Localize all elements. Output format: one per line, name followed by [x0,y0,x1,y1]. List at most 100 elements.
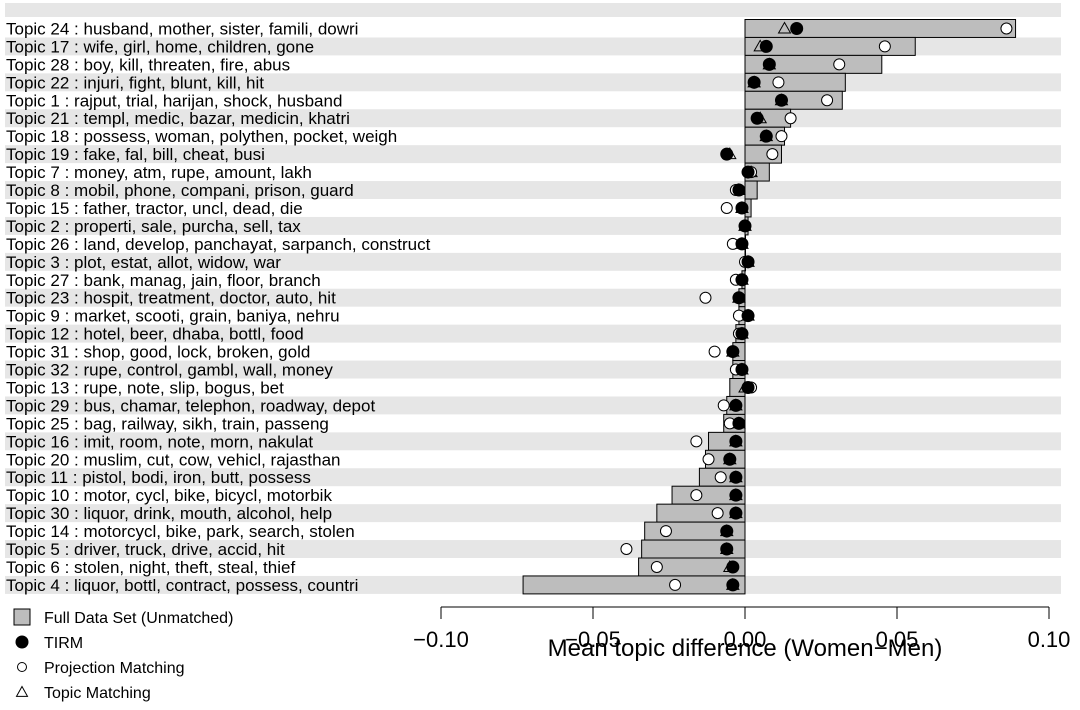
topic-label: Topic 14 : motorcycl, bike, park, search… [6,522,355,541]
tirm-marker [720,542,734,556]
legend-swatch-projection [17,662,27,672]
projection-matching-marker [772,76,785,89]
tirm-marker [762,57,776,71]
topic-label: Topic 4 : liquor, bottl, contract, posse… [6,576,358,595]
topic-label: Topic 19 : fake, fal, bill, cheat, busi [6,145,265,164]
topic-label: Topic 12 : hotel, beer, dhaba, bottl, fo… [6,325,304,344]
row-stripe [5,145,1061,164]
topic-matching-marker [777,21,792,34]
full-data-bars [522,19,1017,595]
tirm-marker [759,129,773,143]
row-stripe [5,3,1061,17]
x-axis-title: Mean topic difference (Women−Men) [548,635,943,662]
topic-label: Topic 22 : injuri, fight, blunt, kill, h… [6,73,264,92]
topic-label: Topic 2 : properti, sale, purcha, sell, … [6,217,301,236]
topic-label: Topic 25 : bag, railway, sikh, train, pa… [6,414,329,433]
tirm-marker [726,578,740,592]
projection-matching-marker [650,560,663,573]
topic-labels: Topic 24 : husband, mother, sister, fami… [6,19,431,594]
topic-label: Topic 20 : muslim, cut, cow, vehicl, raj… [6,450,340,469]
tirm-marker [735,363,749,377]
x-tick-label: 0.05 [876,627,919,652]
tirm-marker [738,219,752,233]
topic-label: Topic 17 : wife, girl, home, children, g… [6,37,314,56]
projection-matching-marker [711,507,724,520]
x-axis: −0.10 −0.05 0.00 0.05 0.10 [413,606,1070,652]
projection-matching-marker [669,578,682,591]
tirm-marker [735,237,749,251]
projection-matching-marker [821,94,834,107]
tirm-marker [720,524,734,538]
topic-label: Topic 32 : rupe, control, gambl, wall, m… [6,361,333,380]
projection-matching-marker [775,130,788,143]
tirm-marker [741,380,755,394]
legend-swatch-topic [15,685,29,697]
tirm-marker [732,183,746,197]
tirm-marker [729,488,743,502]
legend-swatch-full [13,608,31,626]
legend-label: Full Data Set (Unmatched) [44,610,233,627]
tirm-marker [729,470,743,484]
legend-label: Projection Matching [44,660,185,677]
tirm-marker [735,327,749,341]
projection-matching-marker [720,201,733,214]
topic-label: Topic 3 : plot, estat, allot, widow, war [6,253,281,272]
topic-label: Topic 9 : market, scooti, grain, baniya,… [6,307,340,326]
projection-matching-marker [717,399,730,412]
tirm-marker [741,255,755,269]
topic-label: Topic 16 : imit, room, note, morn, nakul… [6,432,313,451]
projection-matching-marker [833,58,846,71]
tirm-marker [720,147,734,161]
topic-label: Topic 11 : pistol, bodi, iron, butt, pos… [6,468,311,487]
legend-label: Topic Matching [44,685,151,702]
x-tick-label: 0.00 [724,627,767,652]
topic-label: Topic 5 : driver, truck, drive, accid, h… [6,540,285,559]
tirm-marker [750,111,764,125]
row-stripe [5,432,1061,451]
tirm-marker [726,345,740,359]
legend-item-topic: Topic Matching [15,685,151,702]
tirm-marker [790,21,804,35]
topic-label: Topic 24 : husband, mother, sister, fami… [6,19,358,38]
x-tick-label: −0.05 [565,627,621,652]
row-stripe [5,216,1061,235]
legend-label: TIRM [44,635,83,652]
row-stripe [5,360,1061,379]
row-stripes [5,3,1061,594]
topic-label: Topic 18 : possess, woman, polythen, poc… [6,127,397,146]
tirm-marker [741,309,755,323]
row-stripe [5,288,1061,307]
projection-matching-marker [659,525,672,538]
tirm-marker [729,434,743,448]
topic-label: Topic 13 : rupe, note, slip, bogus, bet [6,378,284,397]
tirm-marker [729,398,743,412]
topic-label: Topic 6 : stolen, night, theft, steal, t… [6,558,295,577]
projection-matching-marker [1000,22,1013,35]
full-data-bar [744,19,1017,38]
tirm-marker [735,201,749,215]
topic-label: Topic 26 : land, develop, panchayat, sar… [6,235,431,254]
tirm-marker [723,452,737,466]
tirm-marker [774,93,788,107]
tirm-marker [741,165,755,179]
tirm-marker [732,416,746,430]
projection-matching-marker [784,112,797,125]
topic-label: Topic 31 : shop, good, lock, broken, gol… [6,343,310,362]
legend-item-tirm: TIRM [15,635,83,652]
topic-label: Topic 29 : bus, chamar, telephon, roadwa… [6,396,375,415]
legend: Full Data Set (Unmatched) TIRM Projection … [13,608,233,702]
projection-matching-marker [699,291,712,304]
row-stripe [5,504,1061,523]
topic-label: Topic 7 : money, atm, rupe, amount, lakh [6,163,312,182]
tirm-marker [729,506,743,520]
topic-label: Topic 15 : father, tractor, uncl, dead, … [6,199,303,218]
legend-item-proj: Projection Matching [17,660,185,677]
projection-matching-marker [690,435,703,448]
row-stripe [5,181,1061,199]
tirm-marker [735,273,749,287]
projection-matching-marker [714,471,727,484]
projection-matching-marker [766,148,779,161]
row-stripe [5,540,1061,558]
projection-matching-marker [690,489,703,502]
